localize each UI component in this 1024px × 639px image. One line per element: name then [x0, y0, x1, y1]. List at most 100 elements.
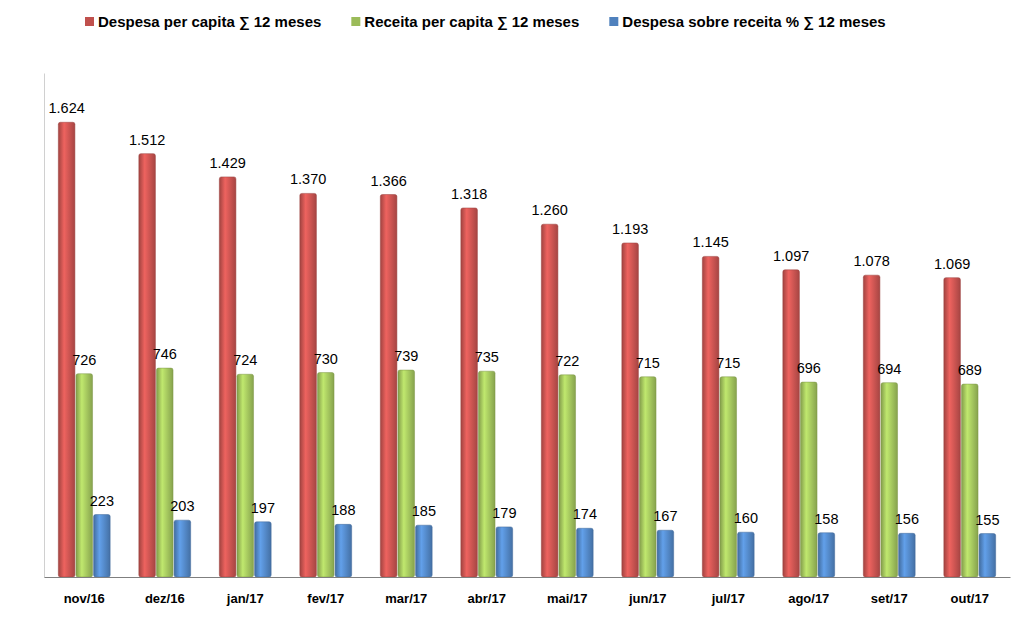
data-label: 179	[492, 505, 516, 521]
bar-series	[76, 368, 978, 577]
data-label: 1.370	[290, 171, 326, 187]
bar	[335, 524, 352, 577]
data-label: 155	[975, 512, 999, 528]
bar	[783, 270, 800, 577]
bar	[478, 371, 495, 577]
bar	[657, 530, 674, 577]
x-axis-line	[45, 577, 1011, 578]
data-labels: 1.6241.5121.4291.3701.3661.3181.2601.193…	[48, 100, 999, 527]
bar	[496, 527, 513, 577]
x-tick: jan/17	[226, 577, 264, 606]
data-label: 746	[153, 346, 177, 362]
data-label: 694	[877, 361, 901, 377]
x-tick: fev/17	[307, 577, 344, 606]
bar	[237, 374, 254, 577]
bar	[541, 224, 558, 577]
bar	[139, 154, 156, 577]
data-label: 739	[394, 348, 418, 364]
bar	[738, 532, 755, 577]
bar	[961, 384, 978, 577]
bar	[979, 534, 996, 577]
chart: nov/16 dez/16 jan/17 fev/17 mar/17 abr/17 mai/…	[0, 0, 1024, 639]
legend-label: Despesa per capita ∑ 12 meses	[98, 13, 321, 31]
x-tick-label: fev/17	[307, 591, 344, 606]
bar-series	[94, 515, 996, 577]
bar	[639, 377, 656, 577]
x-tick-label: jan/17	[226, 591, 264, 606]
legend-label: Receita per capita ∑ 12 meses	[364, 13, 579, 31]
data-label: 715	[716, 355, 740, 371]
data-label: 715	[636, 355, 660, 371]
bar	[94, 515, 111, 577]
data-label: 197	[251, 500, 275, 516]
x-tick: set/17	[871, 577, 908, 606]
x-tick-label: set/17	[871, 591, 908, 606]
legend-swatch	[351, 17, 360, 26]
bar	[881, 383, 898, 577]
data-label: 724	[233, 352, 257, 368]
data-label: 185	[412, 503, 436, 519]
bar	[174, 520, 191, 577]
x-tick-label: out/17	[951, 591, 989, 606]
bars	[58, 122, 995, 577]
data-label: 1.260	[531, 202, 567, 218]
bar-series	[58, 122, 960, 577]
bar	[800, 382, 817, 577]
data-label: 696	[797, 360, 821, 376]
data-label: 188	[331, 502, 355, 518]
data-label: 730	[314, 351, 338, 367]
data-label: 1.512	[129, 132, 165, 148]
bar	[622, 243, 639, 577]
data-label: 1.078	[853, 253, 889, 269]
bar	[720, 377, 737, 577]
bar	[944, 278, 961, 577]
x-tick: dez/16	[145, 577, 185, 606]
data-label: 203	[170, 498, 194, 514]
bar	[899, 533, 916, 577]
legend-label: Despesa sobre receita % ∑ 12 meses	[622, 13, 885, 31]
data-label: 1.193	[612, 221, 648, 237]
x-tick: out/17	[951, 577, 989, 606]
data-label: 156	[895, 511, 919, 527]
bar	[58, 122, 75, 577]
x-axis: nov/16 dez/16 jan/17 fev/17 mar/17 abr/17 mai/…	[45, 577, 1011, 606]
data-label: 735	[475, 349, 499, 365]
bar	[559, 375, 576, 577]
bar	[818, 533, 835, 577]
data-label: 167	[653, 508, 677, 524]
bar	[317, 373, 334, 577]
data-label: 689	[958, 362, 982, 378]
legend: Despesa per capita ∑ 12 meses Receita per…	[85, 13, 886, 31]
x-tick-label: jul/17	[711, 591, 745, 606]
x-tick-label: dez/16	[145, 591, 185, 606]
bar	[300, 193, 317, 577]
plot-area: nov/16 dez/16 jan/17 fev/17 mar/17 abr/17 mai/…	[45, 74, 1011, 607]
x-tick: jul/17	[711, 577, 745, 606]
x-tick: abr/17	[468, 577, 506, 606]
bar	[863, 275, 880, 577]
y-axis	[44, 74, 45, 578]
x-tick-label: nov/16	[64, 591, 105, 606]
data-label: 722	[555, 353, 579, 369]
data-label: 726	[72, 352, 96, 368]
bar	[461, 208, 478, 577]
legend-item: Despesa per capita ∑ 12 meses	[85, 13, 321, 31]
bar	[380, 195, 397, 577]
data-label: 174	[573, 506, 597, 522]
bar	[577, 528, 594, 577]
data-label: 1.366	[370, 173, 406, 189]
x-tick: jun/17	[628, 577, 667, 606]
x-tick-label: mar/17	[385, 591, 427, 606]
bar	[76, 374, 93, 577]
x-tick: nov/16	[64, 577, 105, 606]
data-label: 1.069	[934, 256, 970, 272]
x-tick: ago/17	[788, 577, 829, 606]
x-tick-label: abr/17	[468, 591, 506, 606]
bar	[156, 368, 173, 577]
data-label: 1.429	[209, 155, 245, 171]
data-label: 158	[814, 511, 838, 527]
data-label: 1.318	[451, 186, 487, 202]
bar	[398, 370, 415, 577]
x-tick-label: mai/17	[547, 591, 587, 606]
data-label: 160	[734, 510, 758, 526]
